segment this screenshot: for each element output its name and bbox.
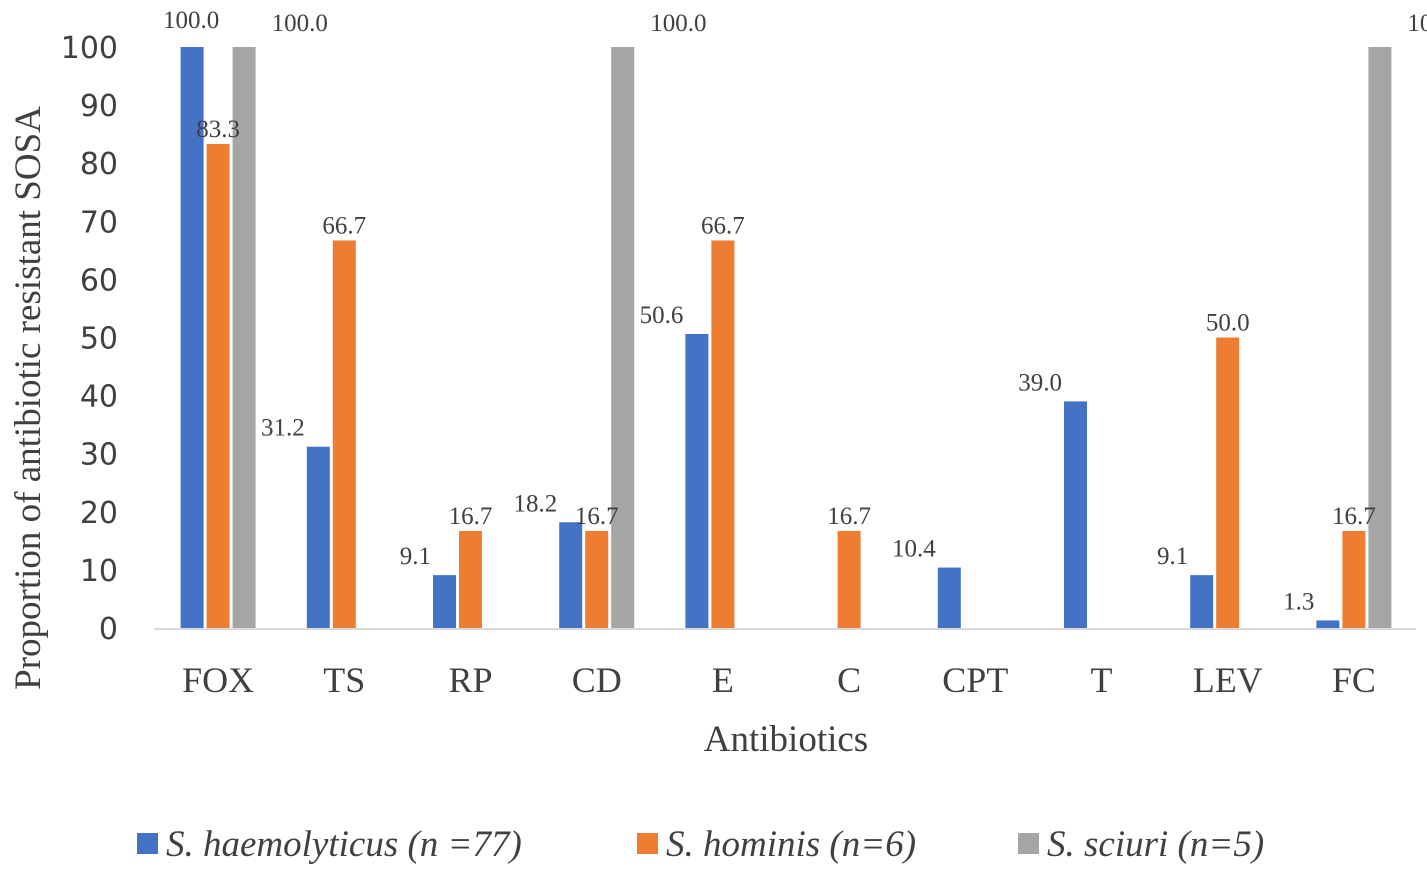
y-axis-ticks: 0 10 20 30 40 50 60 70 80 90 100 (61, 31, 118, 647)
data-label-cpt-series-1: 10.4 (892, 536, 936, 563)
data-label-lev-series-1: 9.1 (1157, 543, 1188, 570)
legend-label-3: S. sciuri (n=5) (1047, 824, 1264, 865)
bar-cd-series-3 (611, 47, 635, 628)
bar-fox-series-1 (180, 47, 204, 628)
data-label-cd-series-3: 100.0 (650, 10, 706, 37)
data-label-e-series-2: 66.7 (701, 212, 745, 239)
x-tick-label-fox: FOX (182, 660, 254, 700)
bar-cd-series-1 (559, 522, 583, 628)
x-axis-title: Antibiotics (704, 719, 868, 760)
bar-e-series-2 (711, 240, 735, 628)
y-tick-label: 70 (80, 205, 118, 240)
bar-fc-series-2 (1342, 530, 1366, 628)
data-label-fox-series-2: 83.3 (196, 116, 240, 143)
data-labels: 100.0 83.3 100.0 31.2 66.7 9.1 16.7 18.2 16.7 100… (163, 7, 1427, 615)
y-tick-label: 40 (80, 380, 118, 415)
x-tick-label-lev: LEV (1193, 660, 1263, 700)
x-tick-label-e: E (712, 660, 734, 700)
x-tick-label-cd: CD (572, 660, 622, 700)
y-tick-label: 0 (99, 612, 118, 647)
x-axis-ticks: FOX TS RP CD E C CPT T LEV FC (182, 660, 1376, 700)
data-label-c-series-2: 16.7 (827, 503, 871, 530)
y-tick-label: 50 (80, 322, 118, 357)
legend: S. haemolyticus (n =77) S. hominis (n=6) S… (137, 824, 1264, 865)
legend-label-1: S. haemolyticus (n =77) (166, 824, 522, 865)
data-label-rp-series-1: 9.1 (400, 543, 431, 570)
bar-cd-series-2 (585, 530, 609, 628)
data-label-fc-series-2: 16.7 (1332, 503, 1376, 530)
x-tick-label-rp: RP (448, 660, 492, 700)
data-label-ts-series-1: 31.2 (261, 415, 305, 442)
legend-swatch-3 (1018, 833, 1039, 854)
bar-lev-series-2 (1216, 337, 1240, 628)
y-axis-title: Proportion of antibiotic resistant SOSA (8, 106, 49, 690)
bar-fc-series-3 (1368, 47, 1392, 628)
data-label-fc-series-1: 1.3 (1283, 588, 1314, 615)
x-tick-label-t: T (1091, 660, 1113, 700)
x-tick-label-fc: FC (1332, 660, 1376, 700)
x-tick-label-cpt: CPT (942, 660, 1008, 700)
bar-fox-series-2 (206, 144, 230, 629)
data-label-fc-series-3: 100.0 (1407, 10, 1427, 37)
bar-lev-series-1 (1190, 575, 1214, 628)
legend-label-2: S. hominis (n=6) (666, 824, 916, 865)
bar-fox-series-3 (232, 47, 256, 628)
bar-ts-series-2 (332, 240, 356, 628)
bar-t-series-1 (1064, 401, 1087, 628)
bar-cpt-series-1 (937, 567, 961, 628)
y-tick-label: 20 (80, 496, 118, 531)
data-label-t-series-1: 39.0 (1018, 369, 1062, 396)
y-tick-label: 10 (80, 554, 118, 589)
bar-e-series-1 (685, 334, 709, 628)
bar-rp-series-1 (433, 575, 456, 628)
x-tick-label-c: C (837, 660, 861, 700)
bar-rp-series-2 (459, 530, 482, 628)
bars (180, 47, 1392, 629)
y-tick-label: 30 (80, 438, 118, 473)
data-label-cd-series-1: 18.2 (513, 490, 557, 517)
y-tick-label: 80 (80, 147, 118, 182)
x-tick-label-ts: TS (323, 660, 365, 700)
data-label-lev-series-2: 50.0 (1206, 310, 1250, 337)
data-label-fox-series-1: 100.0 (163, 7, 219, 34)
data-label-cd-series-2: 16.7 (575, 503, 619, 530)
bar-fc-series-1 (1316, 620, 1340, 628)
y-tick-label: 100 (61, 31, 118, 66)
bar-c-series-2 (837, 530, 861, 628)
bar-ts-series-1 (306, 446, 330, 628)
data-label-ts-series-2: 66.7 (322, 212, 366, 239)
data-label-rp-series-2: 16.7 (449, 503, 493, 530)
y-tick-label: 60 (80, 263, 118, 298)
legend-swatch-2 (637, 833, 658, 854)
data-label-e-series-1: 50.6 (640, 302, 684, 329)
y-tick-label: 90 (80, 89, 118, 124)
data-label-fox-series-3: 100.0 (272, 10, 328, 37)
legend-swatch-1 (137, 833, 158, 854)
